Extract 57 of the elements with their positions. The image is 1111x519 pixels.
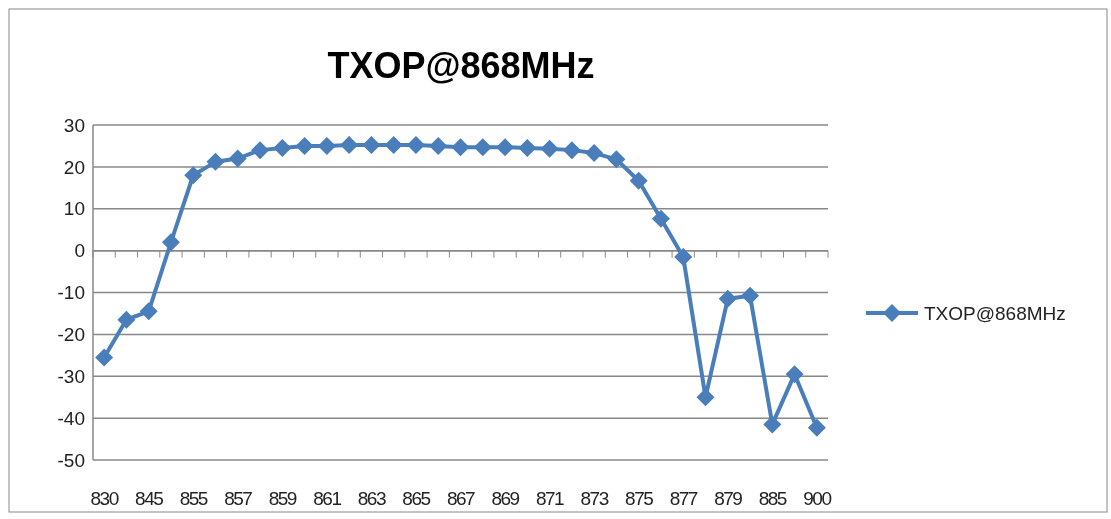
chart-title: TXOP@868MHz xyxy=(327,45,595,86)
point xyxy=(651,209,670,228)
x-tick-label: 863 xyxy=(357,488,386,509)
x-tick-label: 900 xyxy=(803,488,832,509)
point xyxy=(763,415,782,434)
point xyxy=(228,149,247,168)
x-tick-label: 855 xyxy=(179,488,208,509)
y-tick-label: 30 xyxy=(63,114,85,136)
point xyxy=(629,171,648,190)
point xyxy=(741,286,760,305)
x-tick-label: 879 xyxy=(714,488,743,509)
x-tick-label: 871 xyxy=(535,488,565,509)
point xyxy=(585,144,604,163)
y-tick-label: 20 xyxy=(63,156,85,178)
x-tick-label: 869 xyxy=(491,488,520,509)
x-tick-label: 859 xyxy=(268,488,297,509)
point xyxy=(674,247,693,266)
x-tick-label: 865 xyxy=(402,488,431,509)
point xyxy=(184,166,203,185)
point xyxy=(451,138,470,157)
y-tick-label: -40 xyxy=(57,407,85,429)
point xyxy=(473,138,492,157)
x-tick-label: 875 xyxy=(625,488,654,509)
point xyxy=(384,136,403,155)
point xyxy=(251,141,270,160)
point xyxy=(718,289,737,308)
point xyxy=(206,152,225,171)
point xyxy=(95,348,114,367)
x-tick-label: 830 xyxy=(90,488,119,509)
y-tick-label: -50 xyxy=(57,449,85,471)
y-tick-label: -20 xyxy=(57,324,85,346)
x-tick-label: 857 xyxy=(224,488,253,509)
point xyxy=(540,139,559,158)
point xyxy=(429,136,448,155)
legend-label: TXOP@868MHz xyxy=(924,302,1066,324)
point xyxy=(117,310,136,329)
point xyxy=(362,136,381,155)
point xyxy=(607,150,626,169)
x-tick-label: 845 xyxy=(135,488,164,509)
point xyxy=(295,136,314,155)
x-tick-label: 877 xyxy=(669,488,698,509)
x-tick-label: 873 xyxy=(580,488,609,509)
point xyxy=(785,365,804,384)
point xyxy=(273,139,292,158)
x-tick-label: 861 xyxy=(313,488,342,509)
point xyxy=(161,233,180,252)
point xyxy=(139,302,158,321)
x-tick-label: 867 xyxy=(446,488,476,509)
y-tick-label: -10 xyxy=(57,282,85,304)
point xyxy=(562,141,581,160)
point xyxy=(807,418,826,437)
point xyxy=(496,138,515,157)
y-tick-label: 0 xyxy=(74,240,85,262)
x-tick-label: 885 xyxy=(758,488,787,509)
y-tick-label: -30 xyxy=(57,365,85,387)
point xyxy=(518,139,537,158)
y-tick-label: 10 xyxy=(63,198,85,220)
